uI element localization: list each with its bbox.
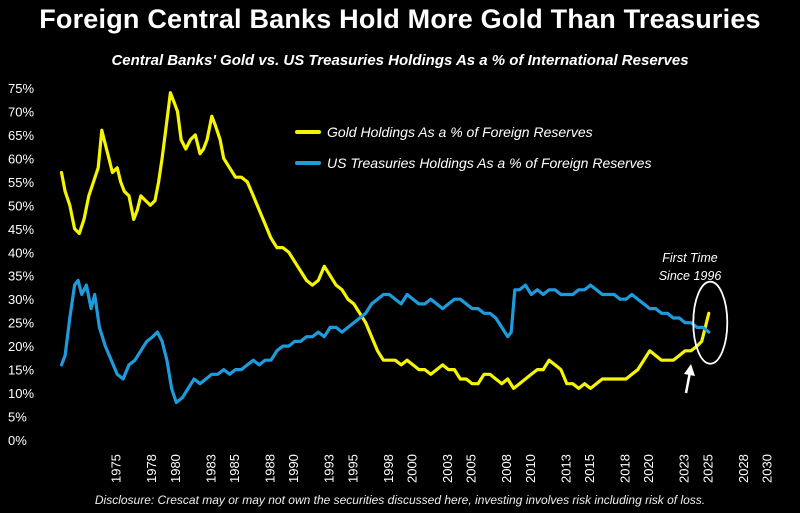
chart-subtitle: Central Banks' Gold vs. US Treasuries Ho… <box>111 52 689 69</box>
x-tick-label: 2000 <box>404 454 419 483</box>
x-tick-label: 2018 <box>617 454 632 483</box>
annotation-text: First Time <box>662 251 717 265</box>
annotation-ellipse <box>692 280 729 365</box>
legend-label-treasuries: US Treasuries Holdings As a % of Foreign… <box>327 155 651 171</box>
y-tick-label: 0% <box>8 433 27 448</box>
x-tick-label: 2005 <box>464 454 479 483</box>
x-tick-label: 2010 <box>523 454 538 483</box>
x-tick-label: 1985 <box>227 454 242 483</box>
x-tick-label: 2030 <box>759 454 774 483</box>
x-tick-label: 1983 <box>203 454 218 483</box>
y-tick-label: 55% <box>8 175 34 190</box>
x-tick-label: 2028 <box>736 454 751 483</box>
y-tick-label: 15% <box>8 363 34 378</box>
y-tick-label: 50% <box>8 198 34 213</box>
x-tick-label: 2013 <box>558 454 573 483</box>
x-tick-label: 1988 <box>262 454 277 483</box>
x-tick-label: 1995 <box>345 454 360 483</box>
x-tick-label: 1993 <box>322 454 337 483</box>
y-tick-label: 5% <box>8 410 27 425</box>
series-line-gold <box>59 91 711 390</box>
y-tick-label: 65% <box>8 128 34 143</box>
x-tick-label: 2015 <box>582 454 597 483</box>
y-tick-label: 70% <box>8 104 34 119</box>
x-tick-label: 1978 <box>144 454 159 483</box>
chart-title: Foreign Central Banks Hold More Gold Tha… <box>39 4 761 34</box>
x-tick-label: 2020 <box>641 454 656 483</box>
x-tick-label: 1990 <box>286 454 301 483</box>
y-tick-label: 25% <box>8 316 34 331</box>
x-tick-label: 2008 <box>499 454 514 483</box>
y-tick-label: 30% <box>8 292 34 307</box>
x-tick-label: 1998 <box>381 454 396 483</box>
annotation-text: Since 1996 <box>659 269 722 283</box>
y-tick-label: 75% <box>8 81 34 96</box>
x-tick-label: 2003 <box>440 454 455 483</box>
x-tick-label: 1980 <box>168 454 183 483</box>
annotation-arrow-head <box>684 364 695 376</box>
y-tick-label: 35% <box>8 269 34 284</box>
disclosure-text: Disclosure: Crescat may or may not own t… <box>94 493 706 507</box>
y-tick-label: 60% <box>8 151 34 166</box>
x-tick-label: 2023 <box>677 454 692 483</box>
y-tick-label: 10% <box>8 386 34 401</box>
y-tick-label: 20% <box>8 339 34 354</box>
legend-label-gold: Gold Holdings As a % of Foreign Reserves <box>327 124 593 140</box>
series-line-treasuries <box>59 278 711 405</box>
y-tick-label: 45% <box>8 222 34 237</box>
x-tick-label: 2025 <box>700 454 715 483</box>
y-tick-label: 40% <box>8 245 34 260</box>
x-tick-label: 1975 <box>109 454 124 483</box>
annotation-arrow-shaft <box>684 371 692 394</box>
